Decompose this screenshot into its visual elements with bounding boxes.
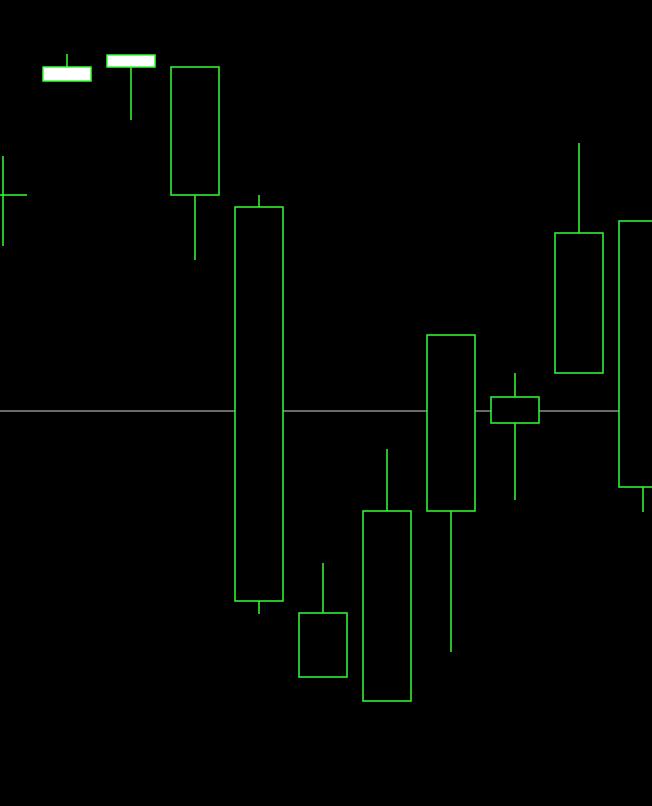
candle-6 bbox=[298, 563, 348, 678]
candle-11-body bbox=[618, 220, 652, 488]
candle-8 bbox=[426, 334, 476, 652]
candles-group bbox=[0, 54, 652, 702]
candle-3 bbox=[106, 54, 156, 120]
candle-2-body bbox=[42, 66, 92, 82]
candle-6-body bbox=[298, 612, 348, 678]
candle-3-body bbox=[106, 54, 156, 68]
candle-11 bbox=[618, 220, 652, 512]
candle-7 bbox=[362, 449, 412, 702]
candle-1 bbox=[0, 156, 27, 246]
candle-5 bbox=[234, 195, 284, 614]
candle-7-body bbox=[362, 510, 412, 702]
candle-9-body bbox=[490, 396, 540, 424]
candle-10-body bbox=[554, 232, 604, 374]
candle-9 bbox=[490, 373, 540, 500]
candle-2 bbox=[42, 54, 92, 82]
candle-5-body bbox=[234, 206, 284, 602]
candle-4 bbox=[170, 66, 220, 260]
candle-4-body bbox=[170, 66, 220, 196]
candle-10 bbox=[554, 143, 604, 374]
candle-8-body bbox=[426, 334, 476, 512]
